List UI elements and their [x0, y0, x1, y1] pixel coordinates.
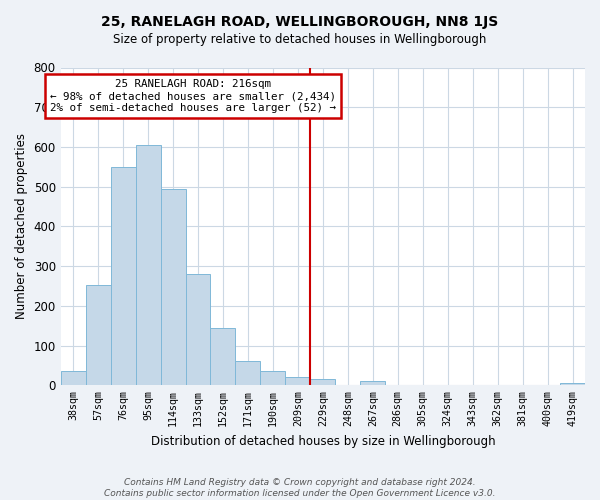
Bar — [185, 274, 211, 386]
Bar — [310, 378, 335, 386]
Text: 25 RANELAGH ROAD: 216sqm
← 98% of detached houses are smaller (2,434)
2% of semi: 25 RANELAGH ROAD: 216sqm ← 98% of detach… — [50, 80, 336, 112]
Bar — [110, 167, 136, 386]
Bar — [360, 380, 385, 386]
Bar — [211, 328, 235, 386]
Bar — [161, 188, 185, 386]
Bar — [136, 146, 161, 386]
Bar — [86, 285, 110, 386]
Y-axis label: Number of detached properties: Number of detached properties — [15, 134, 28, 320]
Bar — [560, 384, 585, 386]
Bar — [286, 378, 310, 386]
Bar — [61, 372, 86, 386]
Bar — [260, 372, 286, 386]
X-axis label: Distribution of detached houses by size in Wellingborough: Distribution of detached houses by size … — [151, 434, 495, 448]
Text: Contains HM Land Registry data © Crown copyright and database right 2024.
Contai: Contains HM Land Registry data © Crown c… — [104, 478, 496, 498]
Bar — [235, 362, 260, 386]
Text: 25, RANELAGH ROAD, WELLINGBOROUGH, NN8 1JS: 25, RANELAGH ROAD, WELLINGBOROUGH, NN8 1… — [101, 15, 499, 29]
Text: Size of property relative to detached houses in Wellingborough: Size of property relative to detached ho… — [113, 32, 487, 46]
